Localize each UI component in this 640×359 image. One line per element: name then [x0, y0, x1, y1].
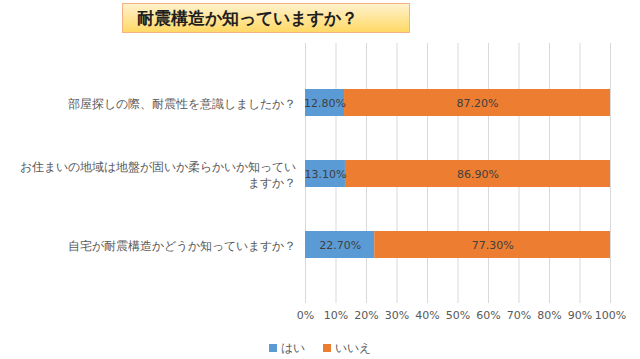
- svg-text:87.20%: 87.20%: [457, 97, 499, 110]
- svg-text:100%: 100%: [595, 309, 626, 322]
- svg-text:お住まいの地域は地盤が固いか柔らかいか知っていますか？: お住まいの地域は地盤が固いか柔らかいか知っていますか？: [20, 160, 296, 190]
- html-text:いいえ: いいえ: [335, 340, 371, 355]
- svg-text:22.70%: 22.70%: [319, 239, 361, 252]
- svg-text:13.10%: 13.10%: [305, 168, 347, 181]
- svg-text:77.30%: 77.30%: [472, 239, 514, 252]
- svg-text:12.80%: 12.80%: [304, 97, 346, 110]
- svg-text:30%: 30%: [385, 309, 409, 322]
- html-text:耐震構造か知っていますか？: 耐震構造か知っていますか？: [137, 8, 358, 28]
- svg-text:80%: 80%: [537, 309, 561, 322]
- svg-text:60%: 60%: [476, 309, 500, 322]
- svg-text:70%: 70%: [507, 309, 531, 322]
- svg-text:10%: 10%: [324, 309, 348, 322]
- html-text:はい: はい: [281, 340, 305, 355]
- svg-text:90%: 90%: [568, 309, 592, 322]
- svg-text:50%: 50%: [446, 309, 470, 322]
- svg-text:20%: 20%: [354, 309, 378, 322]
- svg-text:86.90%: 86.90%: [457, 168, 499, 181]
- svg-text:自宅が耐震構造かどうか知っていますか？: 自宅が耐震構造かどうか知っていますか？: [68, 239, 296, 253]
- svg-text:40%: 40%: [415, 309, 439, 322]
- svg-text:部屋探しの際、耐震性を意識しましたか？: 部屋探しの際、耐震性を意識しましたか？: [68, 97, 296, 111]
- svg-text:0%: 0%: [297, 309, 314, 322]
